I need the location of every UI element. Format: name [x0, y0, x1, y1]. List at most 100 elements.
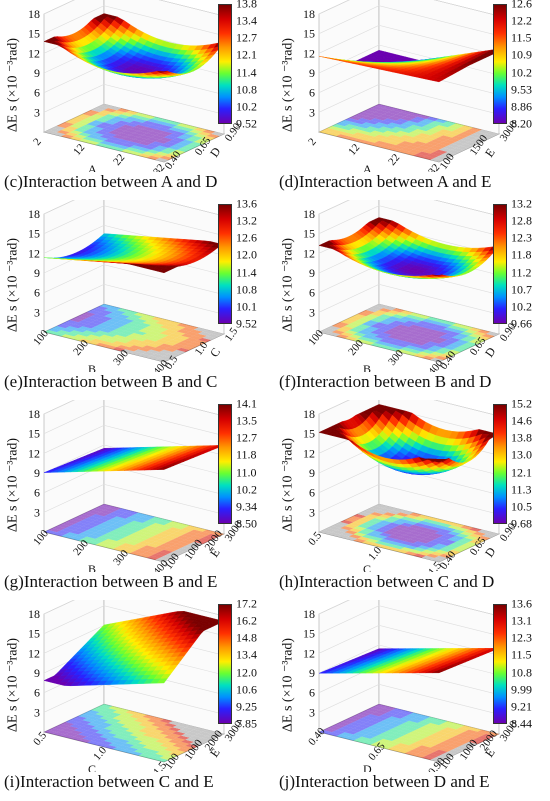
z-tick-label: 9	[34, 266, 40, 280]
colorbar-tick-label: 10.2	[511, 65, 532, 80]
colorbar-tick-label: 13.1	[511, 613, 532, 628]
colorbar-tick-label: 11.8	[236, 447, 257, 462]
z-tick-label: 6	[34, 286, 40, 300]
z-tick-label: 3	[309, 305, 315, 319]
panel-caption: (i)Interaction between C and E	[4, 772, 214, 791]
z-tick-label: 9	[309, 66, 315, 80]
colorbar-tick-label: 10.8	[511, 665, 532, 680]
z-axis-ticks: 18 15 12 9 6 3	[303, 607, 315, 719]
z-axis-ticks: 18 15 12 9 6 3	[28, 607, 40, 719]
colorbar	[493, 404, 507, 524]
z-tick-label: 12	[28, 246, 40, 260]
z-tick-label: 3	[309, 705, 315, 719]
x-tick-label: 32	[426, 162, 442, 172]
colorbar	[493, 204, 507, 324]
z-tick-label: 9	[309, 466, 315, 480]
surface-panel-h: 18 15 12 9 6 3 0.5 1.0 1.5 C 0.40 0.65 0.90 D ΔE s (×1…	[275, 397, 550, 600]
z-tick-label: 6	[309, 486, 315, 500]
colorbar-tick-label: 13.0	[511, 447, 532, 462]
surface-panel-j: 18 15 12 9 6 3 0.40 0.65 0.90 D 100 1000 2000 3000 E ΔE…	[275, 597, 550, 800]
z-axis-title-text: ΔE s (×10 ⁻³rad)	[5, 237, 21, 333]
colorbar-tick-label: 11.3	[511, 482, 532, 497]
response-surface	[43, 445, 225, 473]
colorbar-ticks: 13.6 13.1 12.3 11.5 10.8 9.99 9.21 8.44	[511, 597, 545, 731]
z-tick-label: 6	[34, 686, 40, 700]
colorbar	[493, 4, 507, 124]
z-axis-title-text: ΔE s (×10 ⁻³rad)	[280, 37, 296, 133]
z-tick-label: 18	[28, 7, 40, 21]
z-tick-label: 18	[303, 407, 315, 421]
surface-panel-c: 18 15 12 9 6 3 2 12 22 32 A 0.40 0.65 0.90 D ΔE s (×10 …	[0, 0, 275, 200]
response-surface	[43, 611, 225, 687]
colorbar-tick-label: 13.6	[511, 596, 532, 611]
z-tick-label: 6	[309, 86, 315, 100]
colorbar-tick-label: 12.0	[236, 247, 257, 262]
colorbar-tick-label: 12.7	[236, 430, 257, 445]
z-tick-label: 9	[34, 66, 40, 80]
z-axis-title: ΔE s (×10 ⁻³rad)	[277, 630, 299, 740]
z-tick-label: 18	[28, 607, 40, 621]
colorbar-tick-label: 12.3	[511, 230, 532, 245]
z-axis-title: ΔE s (×10 ⁻³rad)	[277, 430, 299, 540]
z-tick-label: 6	[309, 286, 315, 300]
z-tick-label: 3	[34, 505, 40, 519]
z-tick-label: 18	[303, 607, 315, 621]
z-axis-title: ΔE s (×10 ⁻³rad)	[277, 30, 299, 140]
response-surface	[318, 404, 500, 475]
colorbar-tick-label: 10.8	[236, 82, 257, 97]
panel-caption: (h)Interaction between C and D	[279, 572, 495, 591]
surface-panel-d: 18 15 12 9 6 3 2 12 22 32 A 100 1500 3000 E ΔE s (×10 ⁻…	[275, 0, 550, 200]
colorbar-tick-label: 10.1	[236, 299, 257, 314]
colorbar-tick-label: 13.4	[236, 647, 257, 662]
colorbar-tick-label: 10.5	[511, 499, 532, 514]
z-tick-label: 15	[303, 227, 315, 241]
x-axis-label: C	[88, 762, 96, 772]
z-axis-ticks: 18 15 12 9 6 3	[303, 7, 315, 119]
surface-panel-e: 18 15 12 9 6 3 100 200 300 400 B 0.5 1.0 1.5 C ΔE s (×1…	[0, 197, 275, 400]
y-axis-label: C	[207, 345, 223, 360]
colorbar-tick-label: 8.20	[511, 116, 532, 131]
z-tick-label: 15	[28, 227, 40, 241]
x-tick-label: 2	[306, 136, 319, 148]
colorbar-tick-label: 11.5	[511, 30, 532, 45]
colorbar-tick-label: 13.2	[236, 213, 257, 228]
colorbar-tick-label: 12.7	[236, 30, 257, 45]
colorbar	[218, 404, 232, 524]
colorbar-tick-label: 12.1	[511, 465, 532, 480]
colorbar-tick-label: 10.2	[236, 99, 257, 114]
z-tick-label: 18	[303, 7, 315, 21]
floor-contour	[44, 704, 224, 762]
colorbar-tick-label: 12.3	[511, 630, 532, 645]
colorbar-tick-label: 12.6	[511, 0, 532, 11]
colorbar-tick-label: 11.4	[236, 265, 257, 280]
z-tick-label: 12	[303, 646, 315, 660]
z-axis-ticks: 18 15 12 9 6 3	[303, 207, 315, 319]
colorbar-tick-label: 10.7	[511, 282, 532, 297]
floor-contour	[319, 704, 499, 762]
z-tick-label: 12	[28, 646, 40, 660]
x-axis-label: B	[88, 362, 96, 372]
colorbar-tick-label: 11.2	[511, 265, 532, 280]
response-surface	[318, 648, 500, 674]
z-axis-title-text: ΔE s (×10 ⁻³rad)	[5, 637, 21, 733]
colorbar-tick-label: 8.86	[511, 99, 532, 114]
x-axis-label: C	[363, 562, 371, 572]
z-tick-label: 12	[303, 446, 315, 460]
panel-caption: (f)Interaction between B and D	[279, 372, 492, 391]
z-tick-label: 15	[303, 27, 315, 41]
floor-contour	[319, 104, 499, 162]
z-tick-label: 3	[309, 105, 315, 119]
colorbar-tick-label: 14.6	[511, 413, 532, 428]
z-axis-title-text: ΔE s (×10 ⁻³rad)	[280, 437, 296, 533]
z-tick-label: 12	[303, 46, 315, 60]
surface-panel-g: 18 15 12 9 6 3 100 200 300 400 B 100 1000 2000 3000 E ΔE…	[0, 396, 275, 600]
z-tick-label: 6	[309, 686, 315, 700]
colorbar-tick-label: 14.1	[236, 396, 257, 411]
colorbar-tick-label: 9.99	[511, 682, 532, 697]
colorbar	[218, 204, 232, 324]
z-axis-ticks: 18 15 12 9 6 3	[303, 407, 315, 519]
